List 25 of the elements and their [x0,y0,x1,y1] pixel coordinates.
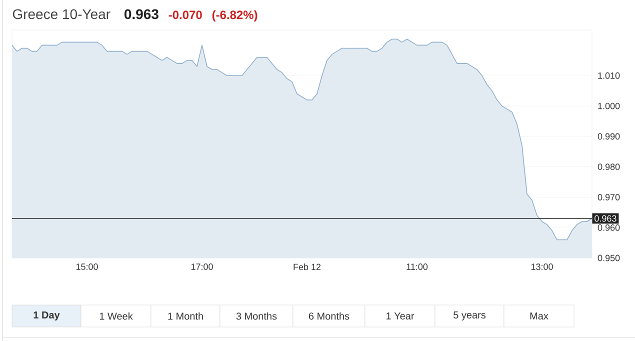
y-tick-label: 0.980 [598,164,620,170]
text: 1 Day [34,312,60,320]
y-tick-label: 0.960 [598,224,620,231]
text: 1 Week [100,312,133,320]
chart-title: Greece 10-Year [12,9,110,20]
y-tick-label: 1.010 [598,72,620,79]
text: 5 years [454,312,486,320]
x-tick-label: Feb 12 [294,264,321,270]
x-tick-label: 13:00 [531,264,553,270]
text: 6 Months [308,312,350,320]
text: Max [530,312,548,320]
text: 1 Month [168,312,203,320]
x-tick-label: 15:00 [76,264,98,270]
text: 0.963 [124,9,158,20]
x-tick-label: 11:00 [406,264,428,270]
text: -0.070 [168,10,202,20]
y-tick-label: 1.000 [598,102,620,110]
text: 1 Year [386,312,414,320]
y-tick-label: 0.990 [598,133,620,140]
text: 3 Months [236,312,277,320]
x-tick-label: 17:00 [191,264,213,270]
text: (-6.82%) [212,10,258,22]
y-tick-label: 0.950 [598,254,620,262]
ref-line-label: 0.963 [594,215,616,222]
y-tick-label: 0.970 [598,194,620,200]
